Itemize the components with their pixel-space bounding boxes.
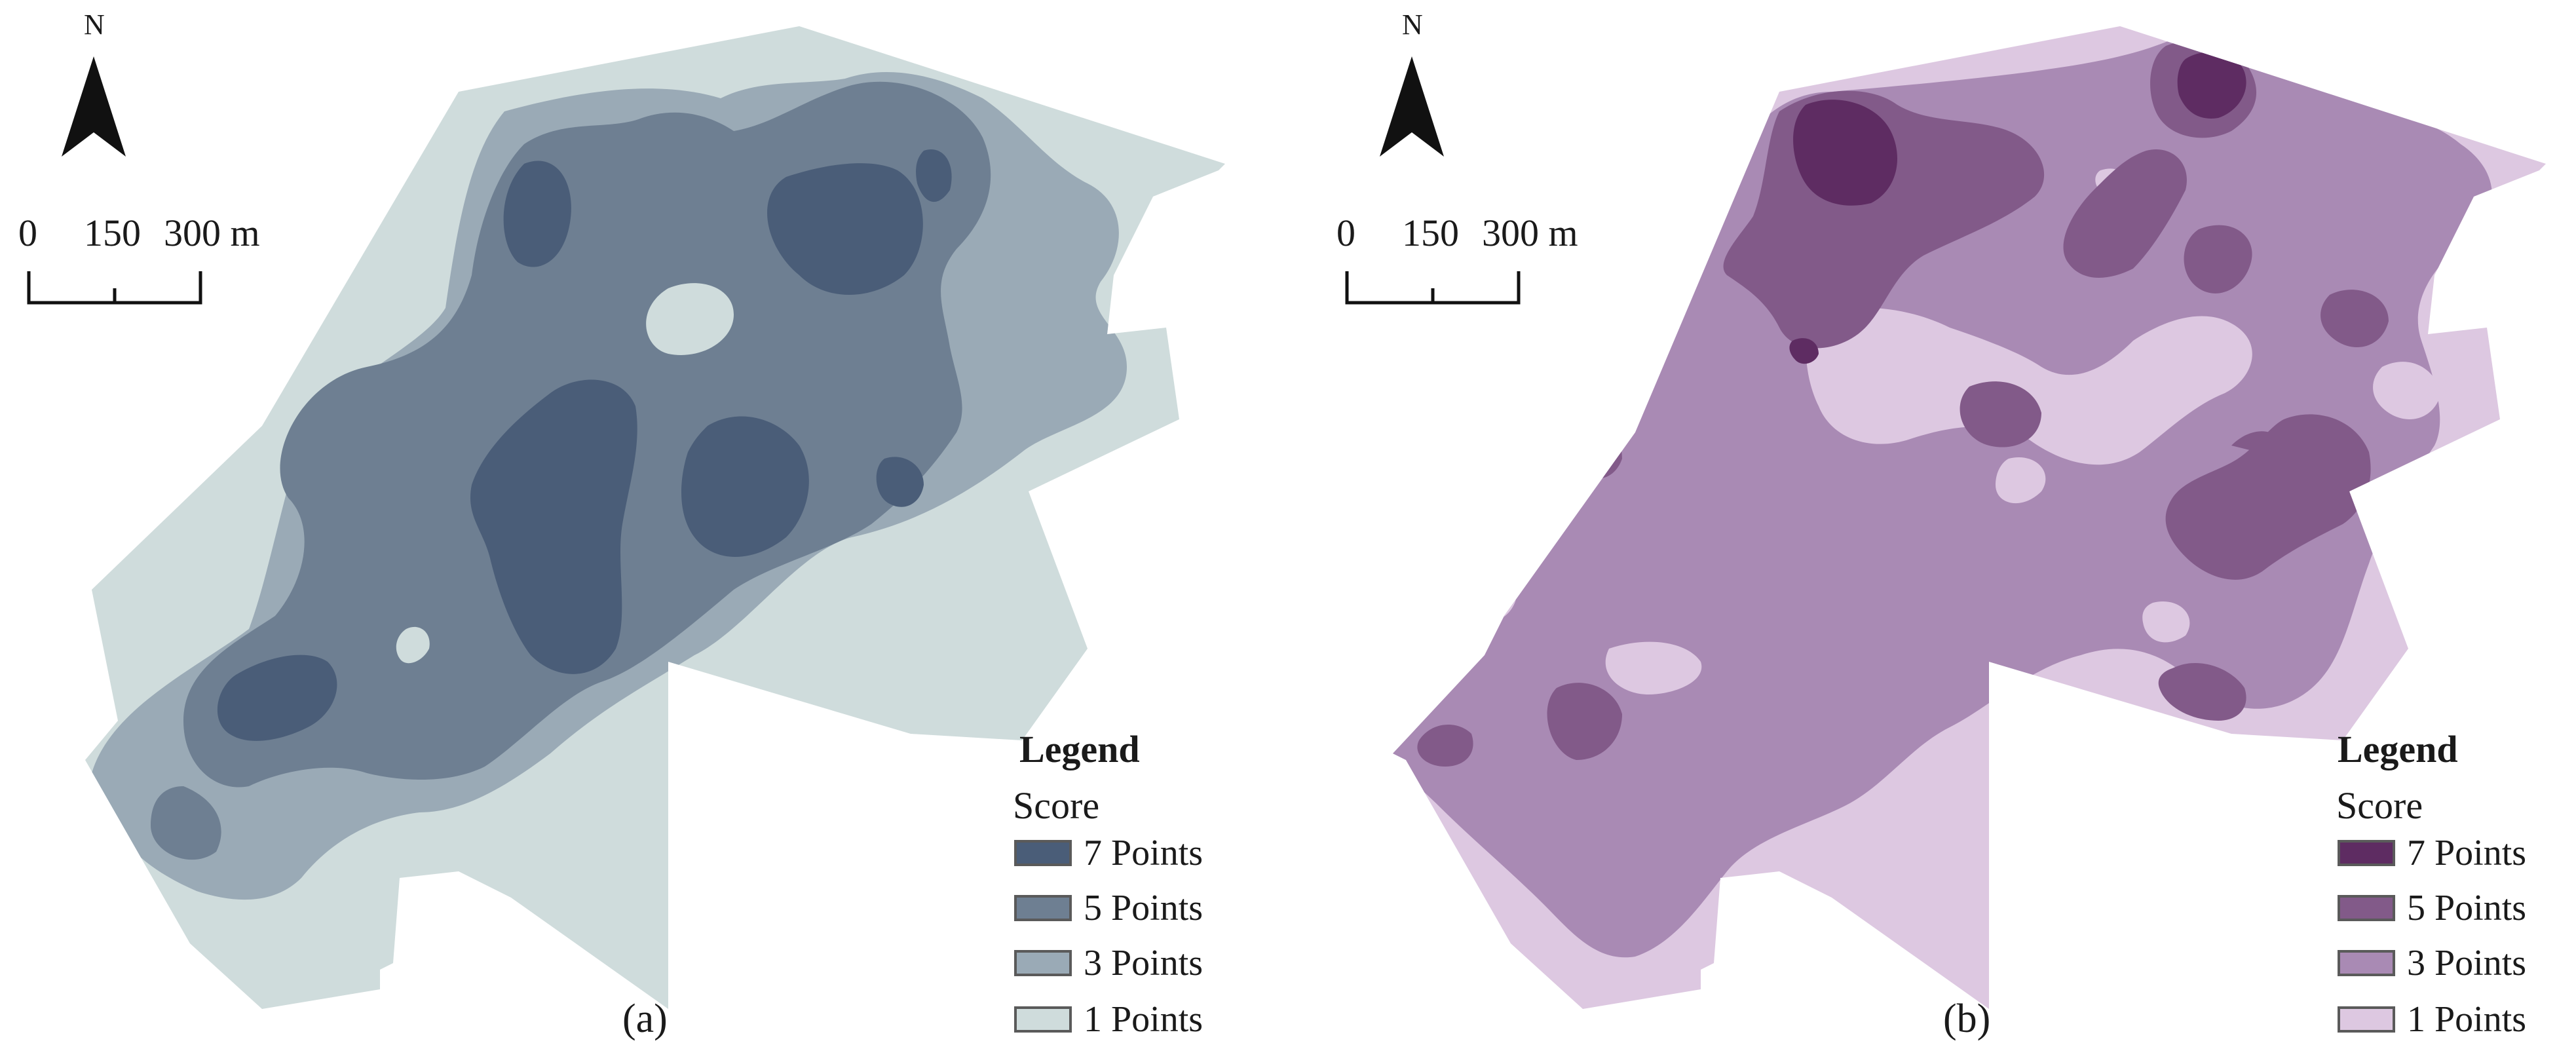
zone-7-points (1789, 52, 2246, 364)
scale-label-0: 0 (18, 212, 37, 254)
legend-item-7-points: 7 Points (1014, 833, 1203, 873)
north-arrow-icon (1380, 56, 1444, 157)
legend-item-7-points: 7 Points (2338, 833, 2526, 873)
north-arrow-icon (62, 56, 126, 157)
zone-7-points (217, 149, 952, 741)
scale-bar (27, 271, 202, 305)
scale-bar (1345, 271, 1521, 305)
legend-item-3-points: 3 Points (2338, 943, 2526, 983)
legend-label: 1 Points (1084, 999, 1203, 1040)
scale-label-300: 300 m (164, 212, 260, 254)
legend-swatch (2338, 1006, 2395, 1033)
legend-subtitle: Score (2336, 784, 2423, 827)
legend-title: Legend (2338, 728, 2458, 770)
legend-label: 5 Points (2407, 888, 2527, 928)
legend-label: 3 Points (2407, 943, 2527, 983)
zone-5-points (1417, 41, 2389, 767)
map-panel-a: N 0 150 300 m Legend Score 7 Points 5 Po… (18, 9, 1225, 1041)
legend-item-5-points: 5 Points (1014, 888, 1203, 928)
legend-swatch (1014, 895, 1072, 921)
legend-title: Legend (1019, 728, 1140, 770)
legend-label: 1 Points (2407, 999, 2527, 1040)
scale-label-0: 0 (1336, 212, 1355, 254)
panel-caption: (b) (1943, 997, 1991, 1041)
legend-swatch (1014, 840, 1072, 866)
score-map-a (85, 26, 1225, 1009)
legend-item-1-points: 1 Points (1014, 999, 1203, 1040)
scale-label-150: 150 (1402, 212, 1459, 254)
legend-label: 3 Points (1084, 943, 1203, 983)
legend-label: 7 Points (1084, 833, 1203, 873)
legend-swatch (1014, 1006, 1072, 1033)
legend-swatch (2338, 950, 2395, 976)
scale-label-300: 300 m (1482, 212, 1578, 254)
legend-swatch (2338, 895, 2395, 921)
legend-item-5-points: 5 Points (2338, 888, 2526, 928)
legend-item-1-points: 1 Points (2338, 999, 2527, 1040)
score-map-b (1393, 26, 2546, 1009)
legend-label: 7 Points (2407, 833, 2527, 873)
legend-swatch (2338, 840, 2395, 866)
legend-subtitle: Score (1013, 784, 1100, 827)
map-panel-b: N 0 150 300 m Legend Score 7 Points 5 Po… (1321, 0, 2576, 1064)
north-label: N (1402, 9, 1423, 41)
legend-item-3-points: 3 Points (1014, 943, 1203, 983)
panel-caption: (a) (622, 997, 668, 1041)
north-label: N (84, 9, 105, 41)
legend-swatch (1014, 950, 1072, 976)
legend-label: 5 Points (1084, 888, 1203, 928)
scale-label-150: 150 (84, 212, 141, 254)
